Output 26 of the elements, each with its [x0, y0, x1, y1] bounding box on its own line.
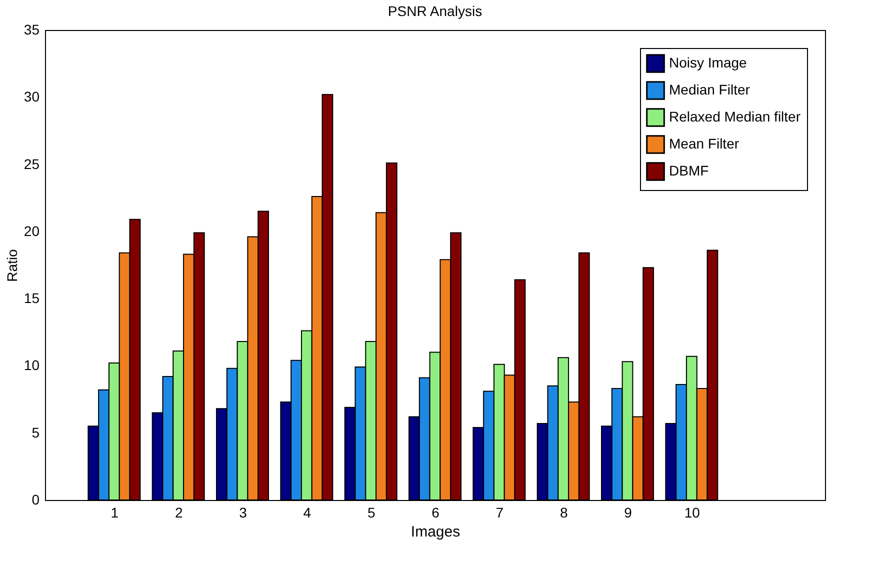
- x-tick-label: 4: [303, 504, 312, 520]
- y-tick-label: 5: [32, 424, 40, 440]
- legend-label: Relaxed Median filter: [669, 108, 801, 124]
- x-tick-label: 1: [110, 504, 119, 520]
- x-tick-label: 2: [174, 504, 183, 520]
- y-tick-label: 35: [24, 22, 40, 38]
- x-tick-label: 3: [239, 504, 248, 520]
- y-tick-label: 20: [24, 222, 40, 239]
- legend-label: Median Filter: [669, 82, 750, 98]
- x-tick-label: 9: [624, 504, 632, 520]
- y-tick-label: 30: [24, 88, 40, 105]
- y-tick-label: 0: [32, 492, 40, 508]
- legend-label: DBMF: [669, 162, 709, 178]
- y-tick-label: 15: [24, 290, 40, 306]
- y-tick-label: 25: [24, 156, 40, 172]
- y-tick-label: 10: [24, 357, 40, 374]
- x-tick-label: 10: [684, 504, 700, 520]
- x-tick-label: 8: [560, 504, 568, 520]
- x-tick-label: 5: [367, 504, 376, 520]
- chart-title: PSNR Analysis: [388, 3, 482, 19]
- x-tick-label: 6: [432, 504, 440, 520]
- y-axis-title: Ratio: [4, 248, 20, 282]
- x-tick-label: 7: [496, 504, 504, 520]
- legend-label: Noisy Image: [669, 54, 748, 70]
- x-axis-title: Images: [410, 524, 460, 540]
- legend-label: Mean Filter: [669, 136, 740, 152]
